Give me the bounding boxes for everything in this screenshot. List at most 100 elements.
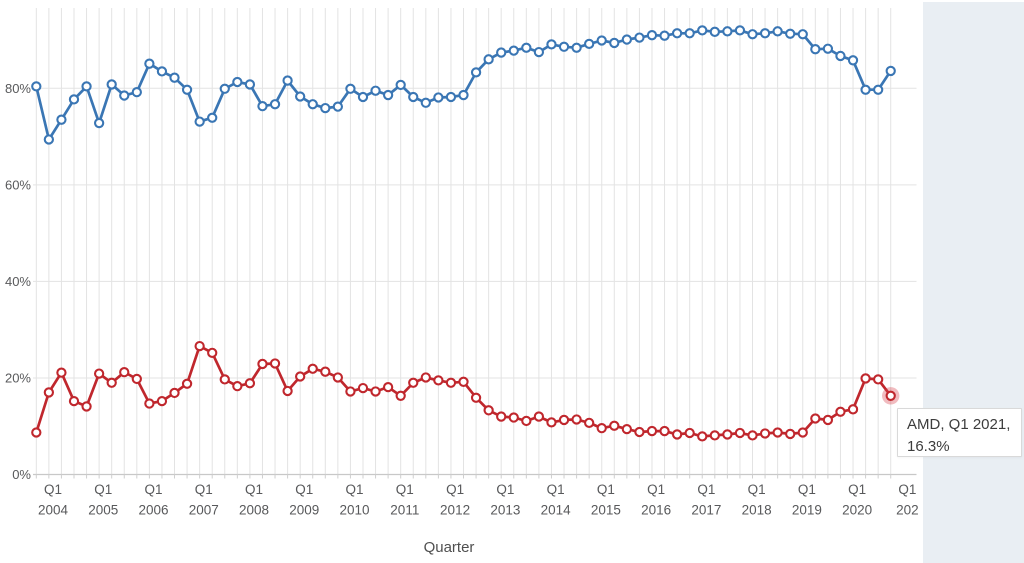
red-data-point[interactable] bbox=[521, 415, 532, 427]
red-data-point[interactable] bbox=[508, 412, 519, 423]
blue-data-point[interactable] bbox=[307, 99, 318, 110]
blue-data-point[interactable] bbox=[634, 32, 645, 43]
blue-data-point[interactable] bbox=[219, 83, 230, 94]
red-data-point[interactable] bbox=[483, 405, 494, 416]
red-data-point[interactable] bbox=[470, 392, 482, 403]
blue-data-point[interactable] bbox=[169, 72, 180, 83]
red-data-point[interactable] bbox=[56, 367, 67, 378]
red-data-point[interactable] bbox=[445, 377, 457, 388]
red-data-point[interactable] bbox=[646, 425, 658, 437]
red-data-point[interactable] bbox=[684, 427, 695, 439]
red-data-point[interactable] bbox=[307, 363, 318, 374]
blue-data-point[interactable] bbox=[822, 43, 834, 54]
red-data-point[interactable] bbox=[106, 377, 117, 388]
red-data-point[interactable] bbox=[68, 395, 80, 407]
blue-data-point[interactable] bbox=[508, 45, 519, 56]
red-data-point[interactable] bbox=[533, 411, 545, 422]
blue-data-point[interactable] bbox=[433, 92, 444, 103]
blue-data-point[interactable] bbox=[873, 84, 884, 95]
red-data-point[interactable] bbox=[759, 428, 771, 439]
blue-data-point[interactable] bbox=[156, 66, 168, 77]
red-data-point[interactable] bbox=[810, 413, 821, 424]
red-data-point[interactable] bbox=[370, 386, 381, 397]
blue-data-point[interactable] bbox=[847, 55, 859, 66]
blue-data-point[interactable] bbox=[282, 75, 293, 86]
red-data-point[interactable] bbox=[747, 430, 758, 441]
blue-data-point[interactable] bbox=[207, 112, 218, 123]
red-data-point[interactable] bbox=[709, 430, 720, 441]
blue-data-point[interactable] bbox=[81, 81, 92, 92]
blue-data-point[interactable] bbox=[244, 79, 256, 90]
red-data-point[interactable] bbox=[621, 423, 633, 435]
blue-data-point[interactable] bbox=[835, 50, 846, 62]
blue-data-point[interactable] bbox=[483, 54, 494, 65]
red-data-point[interactable] bbox=[697, 431, 708, 442]
red-data-point[interactable] bbox=[873, 374, 884, 385]
red-data-point[interactable] bbox=[295, 371, 306, 382]
blue-data-point[interactable] bbox=[56, 114, 67, 125]
blue-data-point[interactable] bbox=[684, 28, 695, 39]
blue-data-point[interactable] bbox=[181, 84, 193, 95]
red-data-point[interactable] bbox=[144, 398, 155, 409]
blue-data-point[interactable] bbox=[885, 65, 896, 77]
red-data-point[interactable] bbox=[181, 378, 193, 389]
red-data-point[interactable] bbox=[93, 368, 105, 379]
red-data-point[interactable] bbox=[659, 425, 670, 437]
red-data-point[interactable] bbox=[194, 340, 205, 352]
blue-data-point[interactable] bbox=[659, 30, 670, 41]
red-data-point[interactable] bbox=[885, 390, 896, 401]
red-data-point[interactable] bbox=[408, 377, 419, 388]
red-data-point[interactable] bbox=[734, 427, 746, 439]
blue-data-point[interactable] bbox=[671, 28, 683, 39]
blue-data-point[interactable] bbox=[420, 97, 431, 108]
red-data-point[interactable] bbox=[257, 358, 268, 370]
red-data-point[interactable] bbox=[119, 367, 130, 378]
red-data-point[interactable] bbox=[860, 373, 871, 384]
red-data-point[interactable] bbox=[269, 358, 281, 369]
blue-data-point[interactable] bbox=[759, 28, 771, 39]
blue-data-point[interactable] bbox=[747, 29, 758, 40]
red-data-point[interactable] bbox=[496, 411, 507, 422]
blue-data-point[interactable] bbox=[558, 41, 570, 52]
blue-data-point[interactable] bbox=[709, 26, 720, 37]
red-data-point[interactable] bbox=[671, 429, 683, 440]
blue-data-point[interactable] bbox=[772, 26, 783, 37]
blue-data-point[interactable] bbox=[144, 58, 155, 69]
red-data-point[interactable] bbox=[219, 374, 230, 385]
blue-data-point[interactable] bbox=[332, 101, 344, 112]
blue-data-point[interactable] bbox=[232, 76, 243, 88]
blue-data-point[interactable] bbox=[382, 89, 394, 101]
blue-data-point[interactable] bbox=[269, 99, 281, 110]
blue-data-point[interactable] bbox=[470, 67, 482, 78]
red-data-point[interactable] bbox=[320, 366, 331, 377]
blue-data-point[interactable] bbox=[734, 25, 746, 36]
red-data-point[interactable] bbox=[395, 390, 406, 401]
blue-data-point[interactable] bbox=[496, 47, 507, 58]
red-data-point[interactable] bbox=[345, 386, 356, 397]
blue-data-point[interactable] bbox=[697, 25, 708, 36]
blue-data-point[interactable] bbox=[320, 102, 331, 114]
blue-data-point[interactable] bbox=[106, 79, 117, 90]
blue-data-point[interactable] bbox=[445, 91, 457, 103]
red-data-point[interactable] bbox=[282, 385, 293, 397]
red-data-point[interactable] bbox=[634, 426, 645, 438]
blue-data-point[interactable] bbox=[31, 81, 42, 92]
blue-data-point[interactable] bbox=[609, 37, 620, 49]
blue-data-point[interactable] bbox=[43, 134, 55, 145]
blue-data-point[interactable] bbox=[194, 116, 205, 127]
red-data-point[interactable] bbox=[797, 427, 808, 438]
blue-data-point[interactable] bbox=[797, 29, 808, 40]
blue-data-point[interactable] bbox=[408, 91, 419, 103]
red-data-point[interactable] bbox=[458, 376, 469, 387]
blue-data-point[interactable] bbox=[119, 90, 130, 101]
red-data-point[interactable] bbox=[131, 373, 142, 385]
red-data-point[interactable] bbox=[722, 429, 733, 440]
blue-data-point[interactable] bbox=[395, 79, 406, 91]
blue-data-point[interactable] bbox=[131, 87, 142, 98]
blue-data-point[interactable] bbox=[533, 46, 545, 58]
blue-data-point[interactable] bbox=[93, 117, 105, 129]
red-data-point[interactable] bbox=[232, 381, 243, 392]
blue-data-point[interactable] bbox=[722, 26, 733, 37]
blue-data-point[interactable] bbox=[860, 84, 871, 95]
red-data-point[interactable] bbox=[546, 417, 557, 428]
